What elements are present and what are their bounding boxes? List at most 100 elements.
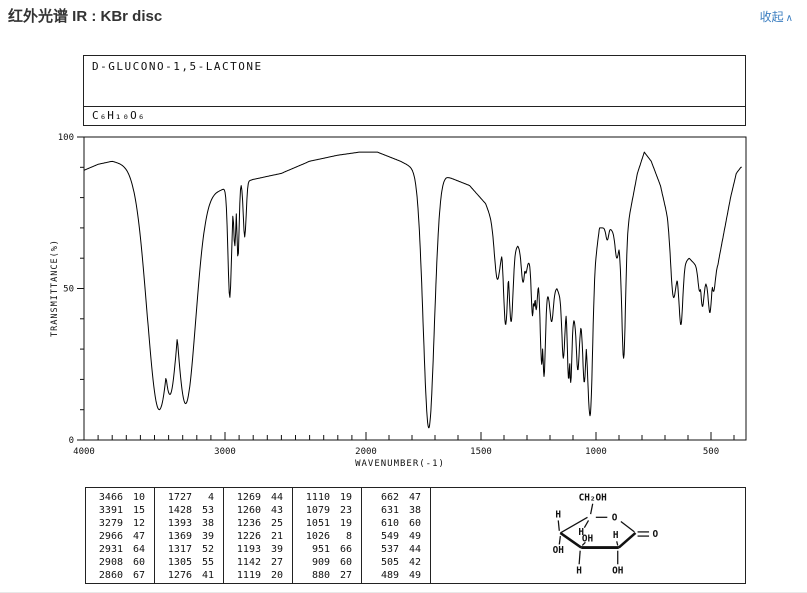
x-tick-label: 3000 (214, 447, 236, 457)
peak-wavenumber: 1051 (305, 518, 330, 529)
peak-wavenumber: 1428 (167, 505, 192, 516)
peak-row: 662 47 (362, 491, 430, 504)
peak-wavenumber: 2908 (98, 557, 123, 568)
peak-wavenumber: 505 (380, 557, 399, 568)
peak-row: 3279 12 (86, 517, 154, 530)
compound-title: D-GLUCONO-1,5-LACTONE (83, 55, 746, 107)
peak-row: 549 49 (362, 530, 430, 543)
peak-wavenumber: 1276 (167, 570, 192, 581)
peak-row: 1119 20 (224, 569, 292, 582)
peak-transmittance: 23 (339, 505, 352, 516)
chart-header-panel: D-GLUCONO-1,5-LACTONE C₆H₁₀O₆ (83, 55, 746, 126)
peak-wavenumber: 1305 (167, 557, 192, 568)
peak-table-band: 3466 10 3391 15 3279 12 2966 47 2931 64 2908 60 2860… (85, 487, 746, 584)
peak-row: 1051 19 (293, 517, 361, 530)
peak-transmittance: 38 (408, 505, 421, 516)
atom-label: OH (582, 533, 594, 544)
peak-row: 909 60 (293, 556, 361, 569)
atom-label: H (613, 530, 619, 541)
peak-wavenumber: 1142 (236, 557, 261, 568)
peak-row: 1305 55 (155, 556, 223, 569)
peak-transmittance: 44 (270, 492, 283, 503)
peak-row: 1393 38 (155, 517, 223, 530)
peak-transmittance: 60 (132, 557, 145, 568)
molecular-formula: C₆H₁₀O₆ (83, 107, 746, 126)
x-tick-label: 2000 (355, 447, 377, 457)
peak-wavenumber: 1026 (305, 531, 330, 542)
peak-row: 505 42 (362, 556, 430, 569)
peak-transmittance: 10 (132, 492, 145, 503)
peak-wavenumber: 880 (311, 570, 330, 581)
peak-row: 880 27 (293, 569, 361, 582)
peak-wavenumber: 1236 (236, 518, 261, 529)
y-tick-label: 0 (69, 436, 74, 446)
peak-wavenumber: 489 (380, 570, 399, 581)
atom-label: H (576, 566, 582, 577)
peak-row: 1026 8 (293, 530, 361, 543)
axis-ticks (77, 136, 735, 441)
peak-transmittance: 27 (339, 570, 352, 581)
peak-row: 1276 41 (155, 569, 223, 582)
peak-row: 610 60 (362, 517, 430, 530)
peak-transmittance: 8 (345, 531, 352, 542)
peak-wavenumber: 1269 (236, 492, 261, 503)
peak-wavenumber: 3466 (98, 492, 123, 503)
page-title: 红外光谱 IR : KBr disc (8, 8, 163, 25)
peak-wavenumber: 662 (380, 492, 399, 503)
peak-wavenumber: 1226 (236, 531, 261, 542)
atom-label: H (555, 509, 561, 520)
peak-transmittance: 44 (408, 544, 421, 555)
axis-tick-labels: 4000 3000 2000 1500 1000 500 0 50 100 (58, 133, 719, 457)
atom-label: O (652, 529, 658, 540)
peak-row: 2908 60 (86, 556, 154, 569)
peak-wavenumber: 951 (311, 544, 330, 555)
peak-row: 631 38 (362, 504, 430, 517)
peak-row: 1142 27 (224, 556, 292, 569)
collapse-button[interactable]: 收起 ∧ (760, 8, 793, 25)
peak-wavenumber: 1119 (236, 570, 261, 581)
peak-table-column: 662 47 631 38 610 60 549 49 537 44 505 42 489 49 (362, 488, 431, 583)
chevron-up-icon: ∧ (785, 13, 793, 24)
peak-transmittance: 20 (270, 570, 283, 581)
peak-transmittance: 55 (201, 557, 214, 568)
x-tick-label: 4000 (73, 447, 95, 457)
peak-row: 1727 4 (155, 491, 223, 504)
peak-row: 3391 15 (86, 504, 154, 517)
atom-label: O (612, 512, 618, 523)
peak-transmittance: 60 (408, 518, 421, 529)
peak-row: 1260 43 (224, 504, 292, 517)
spectrum-curve (83, 151, 742, 429)
peak-transmittance: 19 (339, 518, 352, 529)
peak-wavenumber: 1110 (305, 492, 330, 503)
peak-row: 1317 52 (155, 543, 223, 556)
peak-row: 1079 23 (293, 504, 361, 517)
atom-label: OH (612, 566, 624, 577)
peak-wavenumber: 909 (311, 557, 330, 568)
peak-row: 951 66 (293, 543, 361, 556)
peak-wavenumber: 2966 (98, 531, 123, 542)
peak-transmittance: 64 (132, 544, 145, 555)
peak-table-column: 1110 19 1079 23 1051 19 1026 8 951 66 909 60 880 27 (293, 488, 362, 583)
spectrum-plot: 4000 3000 2000 1500 1000 500 0 50 100 TRANSMITTA… (50, 133, 747, 469)
x-tick-label: 1500 (470, 447, 492, 457)
peak-transmittance: 66 (339, 544, 352, 555)
peak-transmittance: 19 (339, 492, 352, 503)
molecule-bonds (557, 503, 650, 565)
peak-row: 1236 25 (224, 517, 292, 530)
y-tick-label: 50 (63, 285, 74, 295)
molecule-structure: CH₂OH H O H OH H O OH H OH (495, 486, 705, 582)
atom-label: OH (553, 545, 565, 556)
y-axis-label: TRANSMITTANCE(%) (50, 239, 60, 337)
x-tick-label: 500 (703, 447, 719, 457)
peak-transmittance: 27 (270, 557, 283, 568)
peak-transmittance: 21 (270, 531, 283, 542)
peak-wavenumber: 631 (380, 505, 399, 516)
peak-transmittance: 67 (132, 570, 145, 581)
peak-transmittance: 15 (132, 505, 145, 516)
peak-wavenumber: 2860 (98, 570, 123, 581)
peak-transmittance: 39 (270, 544, 283, 555)
x-axis-label: WAVENUMBER(-1) (355, 459, 445, 469)
peak-transmittance: 12 (132, 518, 145, 529)
peak-row: 2966 47 (86, 530, 154, 543)
